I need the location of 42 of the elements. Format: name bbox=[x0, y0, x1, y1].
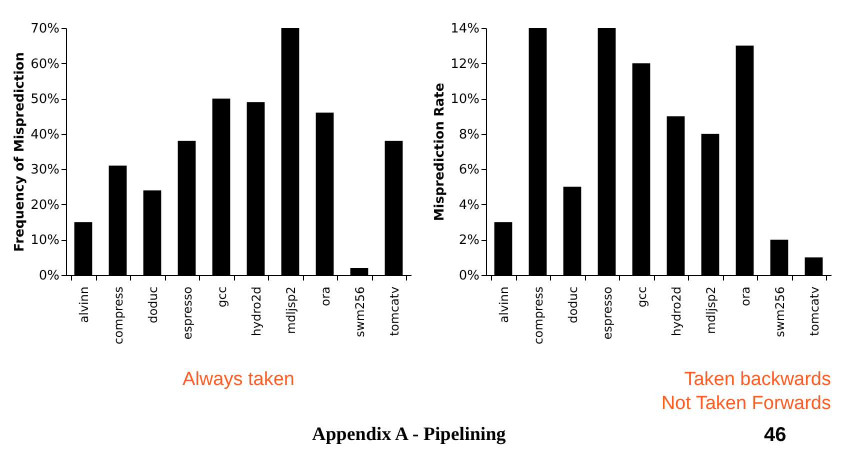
y-axis-title: Misprediction Rate bbox=[432, 82, 448, 222]
y-tick-label: 14% bbox=[450, 22, 480, 36]
x-tick-label: alvinn bbox=[76, 286, 91, 323]
x-tick-label: mdljsp2 bbox=[704, 286, 718, 334]
text: 46 bbox=[764, 424, 786, 447]
x-tick-label: hydro2d bbox=[669, 286, 684, 336]
x-tick-label: doduc bbox=[146, 286, 160, 324]
x-tick-label: swm256 bbox=[352, 286, 367, 338]
text: Always taken bbox=[182, 368, 294, 390]
text: Taken backwards Not Taken Forwards bbox=[661, 368, 831, 414]
y-tick-label: 12% bbox=[450, 56, 480, 72]
y-tick-label: 6% bbox=[458, 162, 480, 178]
y-tick-label: 20% bbox=[30, 198, 60, 213]
y-tick-label: 60% bbox=[30, 56, 60, 72]
x-tick-label: espresso bbox=[180, 286, 194, 340]
x-tick-label: hydro2d bbox=[249, 286, 264, 336]
y-tick-label: 50% bbox=[30, 92, 60, 108]
x-tick-label: tomcatv bbox=[387, 286, 402, 336]
x-tick-label: compress bbox=[111, 286, 126, 344]
y-tick-label: 2% bbox=[458, 233, 480, 248]
y-axis-title: Frequency of Misprediction bbox=[12, 52, 28, 252]
x-tick-label: espresso bbox=[600, 286, 614, 340]
y-tick-label: 10% bbox=[450, 92, 480, 108]
y-tick-label: 30% bbox=[30, 162, 60, 178]
x-tick-label: gcc bbox=[634, 286, 649, 308]
x-tick-label: tomcatv bbox=[807, 286, 822, 336]
x-tick-label: doduc bbox=[566, 286, 580, 324]
y-tick-label: 0% bbox=[458, 268, 480, 284]
y-tick-label: 40% bbox=[30, 127, 60, 142]
y-tick-label: 4% bbox=[458, 198, 480, 213]
y-tick-label: 10% bbox=[30, 233, 60, 248]
x-tick-label: swm256 bbox=[772, 286, 787, 338]
text: Appendix A - Pipelining bbox=[312, 424, 506, 446]
x-tick-label: ora bbox=[738, 286, 752, 306]
y-tick-label: 8% bbox=[458, 127, 480, 142]
x-tick-label: ora bbox=[318, 286, 332, 306]
x-tick-label: gcc bbox=[214, 286, 229, 308]
x-tick-label: alvinn bbox=[496, 286, 511, 323]
x-tick-label: compress bbox=[531, 286, 546, 344]
y-tick-label: 0% bbox=[38, 268, 60, 284]
x-tick-label: mdljsp2 bbox=[284, 286, 298, 334]
y-tick-label: 70% bbox=[30, 22, 60, 36]
